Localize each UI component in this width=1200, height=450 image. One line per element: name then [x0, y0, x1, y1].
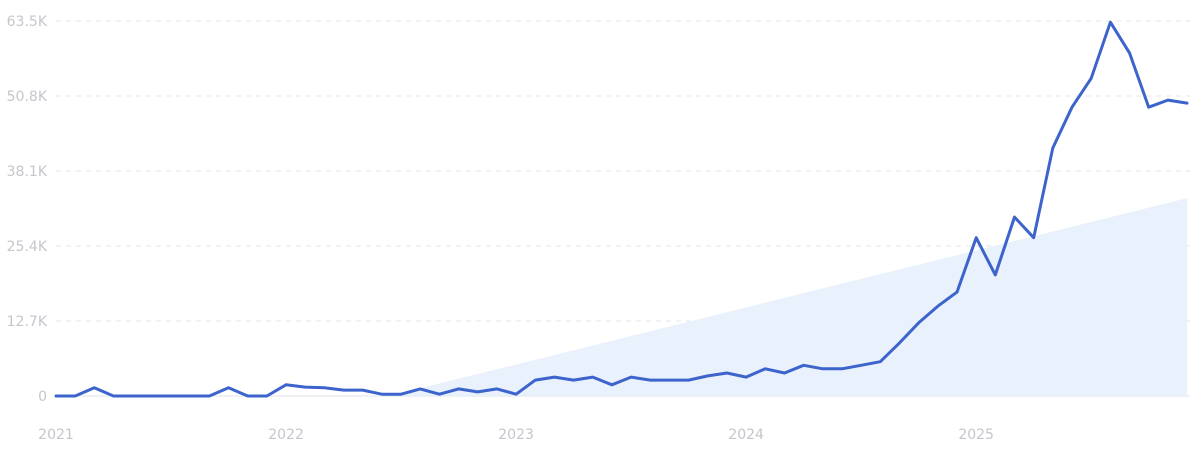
search-volume-line: [54, 20, 1189, 398]
x-tick-label: 2025: [958, 427, 994, 443]
y-tick-label: 50.8K: [7, 89, 48, 105]
y-axis-labels: 0 12.7K 25.4K 38.1K 50.8K 63.5K: [7, 14, 48, 405]
y-tick-label: 12.7K: [7, 314, 48, 330]
x-axis-labels: 2021 2022 2023 2024 2025: [38, 427, 994, 443]
x-tick-label: 2021: [38, 427, 74, 443]
trend-area: [389, 198, 1188, 396]
y-tick-label: 0: [38, 389, 47, 405]
series-line: [54, 20, 1189, 398]
y-tick-label: 38.1K: [7, 164, 48, 180]
trend-area-shape: [389, 198, 1188, 396]
x-tick-label: 2024: [728, 427, 764, 443]
x-tick-label: 2022: [268, 427, 304, 443]
x-tick-label: 2023: [498, 427, 534, 443]
y-tick-label: 63.5K: [7, 14, 48, 30]
y-tick-label: 25.4K: [7, 239, 48, 255]
